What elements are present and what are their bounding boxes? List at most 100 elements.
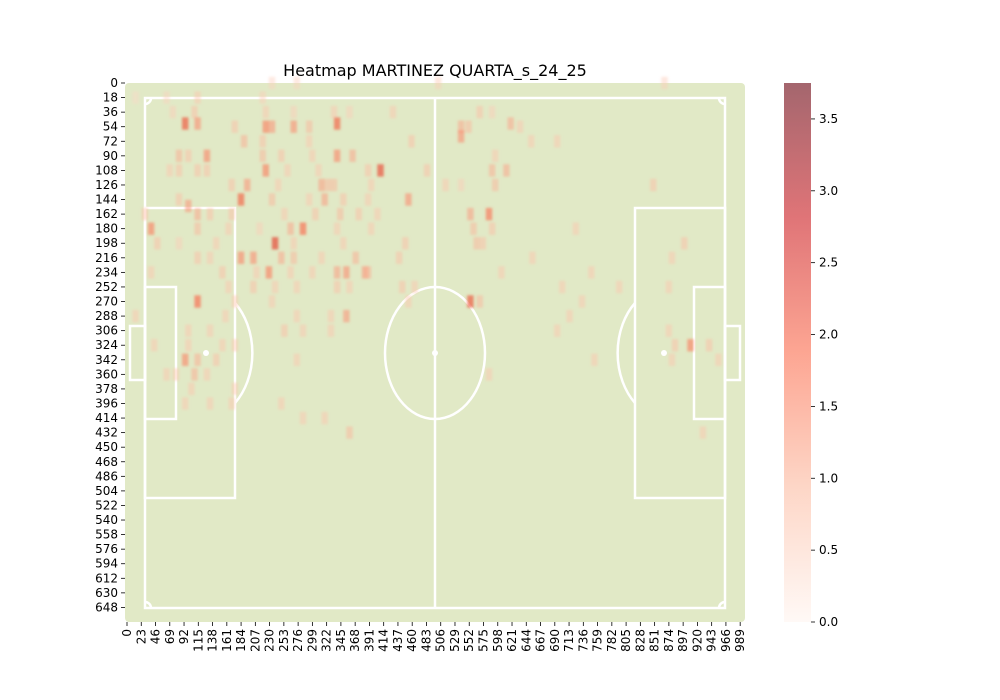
x-tick-label: 253 (277, 629, 291, 652)
heat-cell (467, 295, 474, 308)
heat-cell (206, 251, 214, 264)
corner-arc-top-left (144, 97, 153, 106)
heat-cell (306, 193, 313, 206)
heat-cell (340, 237, 347, 250)
heat-cell (290, 237, 297, 250)
heat-cell (473, 237, 480, 250)
x-tick-label: 943 (705, 629, 719, 652)
heat-cell (185, 199, 192, 213)
y-tick-label: 288 (95, 309, 118, 323)
heat-cell (175, 149, 183, 162)
heat-cell (467, 207, 474, 221)
heat-cell (228, 397, 235, 410)
heat-cell (228, 178, 235, 192)
heat-cell (290, 105, 297, 119)
heat-cell (346, 426, 353, 439)
heat-cell (194, 295, 201, 308)
x-tick-label: 920 (690, 629, 704, 652)
heat-cell (194, 251, 201, 264)
heat-cell (309, 149, 316, 162)
heat-cell (290, 120, 297, 133)
y-tick-label: 18 (103, 91, 118, 105)
colorbar-ticks: 0.0 0.5 1.0 1.5 2.0 2.5 3.0 3.5 (811, 112, 838, 629)
x-tick-label: 966 (719, 629, 733, 652)
heat-cell (476, 105, 483, 119)
heat-cell (333, 266, 341, 279)
heat-cell (299, 222, 307, 235)
heat-cell (318, 251, 325, 264)
heat-cell (402, 237, 409, 250)
heat-cell (492, 178, 499, 192)
heat-cell (665, 324, 672, 337)
heat-cell (169, 105, 176, 119)
heat-cell (293, 280, 300, 294)
heat-cell (423, 164, 431, 177)
x-tick-label: 161 (220, 629, 234, 652)
heat-cell (346, 105, 353, 119)
x-tick-label: 276 (291, 629, 305, 652)
y-tick-label: 468 (95, 455, 118, 469)
y-tick-label: 54 (103, 120, 118, 134)
heat-cell (194, 91, 201, 104)
x-tick-label: 184 (234, 629, 248, 652)
x-tick-label: 115 (191, 629, 205, 652)
y-tick-label: 396 (95, 396, 118, 410)
heat-cell (465, 120, 472, 133)
heat-cell (485, 207, 493, 221)
heat-cell (405, 295, 412, 308)
heat-cell (485, 368, 493, 381)
x-tick-label: 23 (134, 629, 148, 644)
y-tick-label: 90 (103, 149, 118, 163)
y-tick-label: 504 (95, 484, 118, 498)
heat-cell (194, 353, 201, 366)
heat-cell (175, 164, 183, 177)
x-tick-label: 759 (591, 629, 605, 652)
heat-cell (278, 149, 285, 162)
x-tick-label: 437 (391, 629, 405, 652)
heat-cell (185, 339, 192, 352)
heat-cell (309, 266, 316, 279)
heat-cell (250, 251, 257, 264)
heat-cell (293, 309, 300, 323)
heat-cell (182, 397, 189, 410)
heat-cell (293, 76, 300, 90)
x-tick-label: 736 (576, 629, 590, 652)
y-tick-label: 540 (95, 513, 118, 527)
heat-cell (225, 280, 232, 294)
heat-cell (399, 280, 406, 294)
heat-cell (368, 222, 375, 235)
heat-cell (405, 193, 412, 206)
heat-cell (275, 178, 282, 192)
x-tick-label: 713 (562, 629, 576, 652)
heat-cell (312, 207, 319, 221)
heat-cell (151, 339, 158, 352)
heat-cell (374, 207, 381, 221)
x-tick-label: 644 (519, 629, 533, 652)
y-tick-label: 522 (95, 498, 118, 512)
corner-arc-top-right (717, 97, 726, 106)
colorbar-tick-label: 1.5 (819, 399, 838, 413)
heat-cell (566, 309, 573, 323)
x-tick-label: 667 (534, 629, 548, 652)
x-tick-label: 529 (448, 629, 462, 652)
heat-cell (166, 164, 173, 177)
heat-cell (244, 178, 251, 192)
heat-cell (408, 135, 415, 148)
y-tick-label: 216 (95, 251, 118, 265)
x-tick-label: 299 (305, 629, 319, 652)
left-goal (128, 324, 147, 382)
heat-cell (377, 164, 384, 177)
heat-cell (661, 76, 668, 90)
right-goal (723, 324, 742, 382)
heat-cell (333, 117, 341, 130)
y-tick-label: 72 (103, 134, 118, 148)
y-tick-label: 198 (95, 236, 118, 250)
heat-cell (271, 280, 279, 294)
heat-cell (559, 280, 566, 294)
x-tick-label: 483 (419, 629, 433, 652)
heat-cell (253, 266, 260, 279)
heat-cell (287, 222, 294, 235)
heat-cell (278, 397, 285, 410)
heat-cell (206, 397, 214, 410)
heat-cell (364, 193, 372, 206)
